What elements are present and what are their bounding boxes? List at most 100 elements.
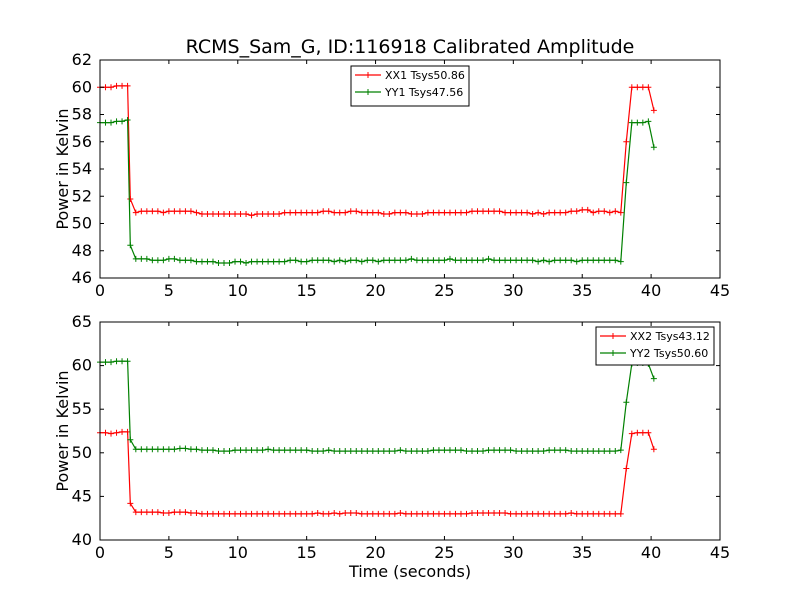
data-point <box>452 257 459 264</box>
x-tick-label: 45 <box>710 281 730 300</box>
data-point <box>124 358 131 365</box>
data-point <box>276 258 283 265</box>
data-point <box>325 447 332 454</box>
data-point <box>336 448 343 455</box>
data-point <box>193 258 200 265</box>
data-point <box>650 107 657 114</box>
chart-title: RCMS_Sam_G, ID:116918 Calibrated Amplitu… <box>186 36 635 58</box>
data-point <box>391 257 398 264</box>
data-point <box>435 510 442 517</box>
data-point <box>353 448 360 455</box>
x-tick-label: 20 <box>365 281 385 300</box>
data-point <box>474 448 481 455</box>
data-point <box>309 448 316 455</box>
data-point <box>138 509 145 516</box>
data-point <box>154 446 161 453</box>
data-point <box>292 257 299 264</box>
data-point <box>413 448 420 455</box>
data-point <box>424 257 431 264</box>
data-point <box>314 257 321 264</box>
data-point <box>612 257 619 264</box>
data-point <box>303 258 310 265</box>
data-point <box>375 510 382 517</box>
data-point <box>463 209 470 216</box>
data-point <box>243 210 250 217</box>
data-point <box>474 208 481 215</box>
x-tick-label: 10 <box>228 281 248 300</box>
data-point <box>518 257 525 264</box>
data-point <box>226 448 233 455</box>
data-point <box>171 446 178 453</box>
data-point <box>314 509 321 516</box>
data-point <box>320 510 327 517</box>
data-point <box>176 257 183 264</box>
data-point <box>325 257 332 264</box>
data-point <box>480 509 487 516</box>
data-point <box>617 447 624 454</box>
data-point <box>320 208 327 215</box>
data-point <box>634 84 641 91</box>
data-point <box>369 448 376 455</box>
data-point <box>623 465 630 472</box>
data-point <box>457 257 464 264</box>
data-point <box>336 209 343 216</box>
x-tick-label: 5 <box>164 543 174 562</box>
data-point <box>441 447 448 454</box>
data-point <box>601 257 608 264</box>
data-point <box>595 257 602 264</box>
data-point <box>119 358 126 365</box>
legend-marker <box>610 350 616 356</box>
data-point <box>452 510 459 517</box>
data-point <box>507 510 514 517</box>
data-point <box>198 210 205 217</box>
legend-marker <box>365 72 371 78</box>
data-point <box>160 257 167 264</box>
data-point <box>113 118 120 125</box>
legend: XX2 Tsys43.12 YY2 Tsys50.60 <box>595 326 715 366</box>
data-point <box>446 209 453 216</box>
data-point <box>546 447 553 454</box>
data-point <box>380 448 387 455</box>
data-point <box>176 445 183 452</box>
data-point <box>369 510 376 517</box>
x-tick-label: 5 <box>164 281 174 300</box>
x-tick-label: 40 <box>641 281 661 300</box>
data-point <box>413 510 420 517</box>
data-point <box>259 447 266 454</box>
y-tick-label: 56 <box>72 132 92 151</box>
x-tick-label: 10 <box>228 543 248 562</box>
data-point <box>292 209 299 216</box>
x-tick-label: 40 <box>641 543 661 562</box>
data-point <box>248 258 255 265</box>
data-point <box>132 209 139 216</box>
data-point <box>402 209 409 216</box>
data-point <box>165 208 172 215</box>
data-point <box>309 510 316 517</box>
bottom-panel: 0 5 10 15 20 25 30 35 40 45 40 45 50 55 60 65 Power in K… <box>53 312 730 562</box>
x-tick-label: 25 <box>434 281 454 300</box>
data-point <box>645 118 652 125</box>
data-point <box>573 258 580 265</box>
data-point <box>149 208 156 215</box>
data-point <box>579 510 586 517</box>
data-point <box>474 257 481 264</box>
data-point <box>298 209 305 216</box>
data-point <box>540 510 547 517</box>
data-point <box>606 209 613 216</box>
data-point <box>546 258 553 265</box>
data-point <box>298 258 305 265</box>
data-point <box>485 255 492 262</box>
data-point <box>132 255 139 262</box>
x-tick-label: 0 <box>95 281 105 300</box>
data-point <box>480 208 487 215</box>
data-point <box>149 446 156 453</box>
data-point <box>265 258 272 265</box>
data-point <box>469 448 475 455</box>
x-axis-label: Time (seconds) <box>348 562 471 581</box>
data-point <box>491 257 498 264</box>
data-point <box>568 257 575 264</box>
data-point <box>309 209 316 216</box>
data-point <box>226 210 233 217</box>
data-point <box>254 447 261 454</box>
